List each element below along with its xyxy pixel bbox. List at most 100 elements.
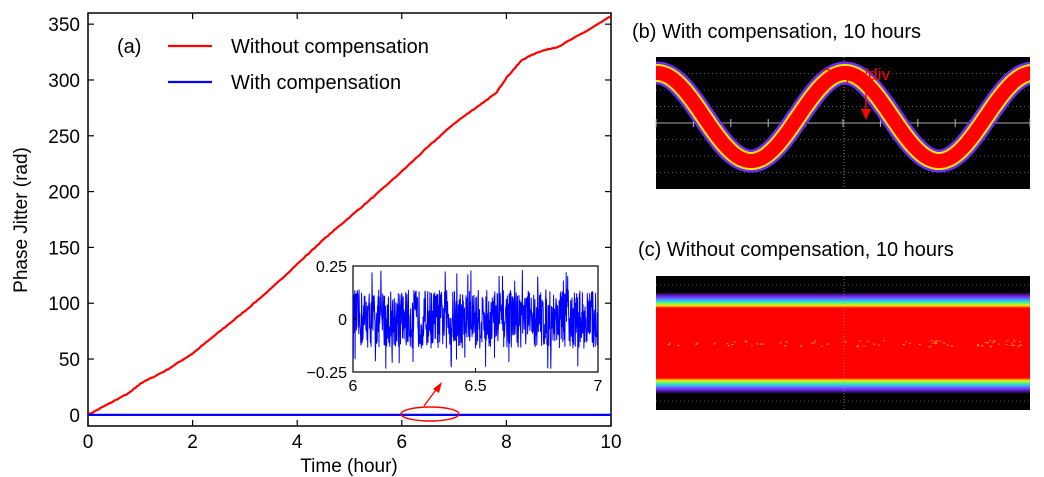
scope-grid-c (656, 276, 1030, 410)
noise-speck (755, 343, 758, 345)
noise-speck (1005, 344, 1008, 346)
noise-speck (934, 341, 937, 343)
noise-speck (976, 343, 979, 346)
noise-speck (731, 344, 734, 346)
x-tick-label: 0 (83, 432, 94, 453)
inset-series-line (353, 270, 598, 369)
inset-y-tick-label: 0.25 (316, 259, 347, 276)
noise-speck (1012, 344, 1015, 346)
noise-speck (779, 342, 782, 344)
noise-speck (998, 343, 1000, 345)
noise-speck (800, 345, 803, 347)
panel-c-title: (c) Without compensation, 10 hours (638, 239, 954, 261)
noise-speck (932, 342, 935, 344)
noise-speck (878, 344, 881, 346)
inset-y-tick-label: 0 (338, 312, 347, 329)
x-axis-label: Time (hour) (300, 456, 397, 477)
noise-speck (751, 345, 753, 347)
legend-label-with-compensation: With compensation (231, 72, 401, 94)
y-tick-label: 150 (48, 238, 80, 259)
noise-speck (744, 340, 747, 342)
noise-speck (811, 342, 814, 344)
noise-speck (1010, 344, 1013, 346)
noise-speck (989, 340, 992, 342)
noise-speck (918, 343, 921, 346)
noise-speck (873, 343, 876, 345)
noise-speck (1010, 342, 1013, 344)
noise-speck (668, 343, 671, 346)
panel-b: (b) With compensation, 10 hours 20 ps/di… (632, 21, 1031, 189)
noise-speck (733, 341, 736, 343)
noise-speck (935, 343, 938, 345)
noise-speck (784, 345, 787, 347)
noise-speck (761, 343, 764, 345)
noise-speck (946, 344, 949, 346)
zoom-region-marker (400, 406, 460, 422)
legend: (a) Without compensation With compensati… (117, 36, 429, 94)
y-axis-label: Phase Jitter (rad) (11, 147, 32, 293)
noise-speck (943, 342, 946, 344)
noise-speck (990, 345, 992, 348)
legend-label-without-compensation: Without compensation (231, 36, 429, 58)
x-tick-label: 8 (501, 432, 512, 453)
noise-speck (909, 342, 912, 344)
inset-axis-ticks: 6 6.5 7 −0.25 0 0.25 (307, 259, 603, 395)
noise-speck (984, 341, 987, 344)
x-tick-label: 10 (600, 432, 621, 453)
series-line-without-compensation (88, 15, 611, 417)
noise-speck (1019, 341, 1022, 343)
noise-speck (863, 345, 866, 347)
inset-x-tick-label: 6 (349, 378, 358, 395)
y-tick-label: 0 (69, 406, 80, 427)
noise-speck (1019, 344, 1022, 346)
noise-speck (1013, 340, 1016, 342)
noise-speck (820, 345, 823, 347)
noise-speck (695, 343, 698, 345)
noise-speck (930, 340, 933, 342)
panel-c: (c) Without compensation, 10 hours (638, 239, 1030, 410)
noise-speck (928, 346, 931, 348)
y-tick-label: 300 (48, 71, 80, 92)
y-tick-label: 100 (48, 294, 80, 315)
noise-speck (813, 342, 816, 344)
noise-speck (950, 345, 953, 347)
x-tick-label: 6 (397, 432, 408, 453)
noise-speck (668, 342, 671, 344)
noise-speck (844, 341, 847, 343)
noise-speck (726, 342, 729, 345)
x-tick-label: 2 (187, 432, 198, 453)
scale-annotation: 20 ps/div (822, 65, 891, 84)
y-tick-label: 250 (48, 127, 80, 148)
noise-speck (696, 342, 699, 344)
noise-speck (1017, 345, 1020, 347)
y-tick-label: 200 (48, 183, 80, 204)
noise-speck (939, 340, 942, 342)
noise-speck (986, 342, 989, 344)
noise-speck (993, 340, 996, 342)
inset-x-tick-label: 7 (594, 378, 603, 395)
annotation-arrow-head (861, 109, 871, 120)
noise-speck (713, 343, 716, 345)
noise-speck (677, 344, 680, 346)
zoom-arrow-head (433, 382, 442, 393)
noise-speck (902, 344, 905, 346)
scope-screen-c (656, 276, 1030, 410)
noise-speck (934, 340, 937, 342)
noise-speck (826, 343, 829, 345)
eye-trace-core (656, 66, 1030, 168)
noise-speck (936, 340, 938, 342)
noise-speck (858, 340, 861, 342)
noise-speck (991, 342, 994, 344)
y-tick-label: 50 (59, 350, 80, 371)
noise-speck (981, 345, 984, 347)
noise-speck (866, 340, 869, 342)
noise-speck (883, 340, 886, 342)
panel-a-label: (a) (117, 36, 141, 58)
noise-speck (814, 340, 817, 342)
inset-plot: 6 6.5 7 −0.25 0 0.25 (307, 259, 603, 395)
noise-speck (785, 341, 788, 343)
noise-speck (759, 343, 762, 345)
x-tick-label: 4 (292, 432, 303, 453)
